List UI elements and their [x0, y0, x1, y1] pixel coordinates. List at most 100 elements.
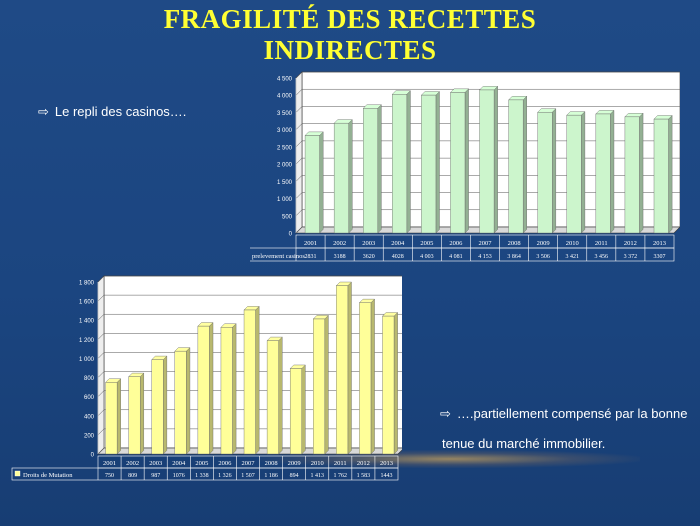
- bar: [151, 355, 168, 455]
- x-tick-label: 2002: [333, 240, 346, 247]
- x-tick-label: 2013: [653, 240, 666, 247]
- data-label: 3 506: [536, 254, 550, 260]
- bar-front: [266, 340, 279, 455]
- bullet-immobilier-line-2: tenue du marché immobilier.: [442, 436, 606, 451]
- bar-front: [508, 99, 524, 234]
- bar: [653, 115, 673, 234]
- bar: [333, 119, 353, 234]
- bar: [566, 111, 586, 234]
- x-tick-label: 2010: [311, 460, 324, 467]
- bullet-casinos-text: Le repli des casinos….: [54, 104, 187, 119]
- x-tick-label: 2013: [380, 460, 393, 467]
- bar-front: [450, 92, 466, 234]
- bar-front: [392, 94, 408, 234]
- bar-front: [624, 116, 640, 234]
- bar-side: [552, 108, 557, 234]
- table-value-row: [250, 247, 675, 262]
- x-tick-label: 2003: [362, 240, 375, 247]
- bar-front: [363, 108, 378, 234]
- y-tick-label: 0: [289, 232, 293, 238]
- gridline-side: [97, 371, 105, 378]
- data-label: 4 003: [420, 254, 434, 260]
- y-tick-label: 3 000: [277, 128, 293, 134]
- bar-side: [348, 119, 353, 234]
- y-tick-label: 1 000: [79, 357, 95, 363]
- bullet-casinos: ⇨ Le repli des casinos….: [38, 100, 186, 124]
- data-label: 3 456: [595, 254, 609, 260]
- bar: [362, 104, 382, 234]
- bar: [105, 378, 122, 455]
- bar-front: [197, 325, 210, 455]
- bar: [358, 298, 376, 455]
- gridline-side: [97, 428, 105, 436]
- bar: [312, 314, 329, 455]
- plot-side-wall: [295, 71, 303, 234]
- legend-label: Droits de Mutation: [23, 472, 73, 479]
- gridline-side: [295, 226, 303, 234]
- data-label: 809: [128, 473, 137, 479]
- y-tick-label: 3 500: [277, 111, 293, 117]
- x-tick-label: 2001: [304, 240, 317, 247]
- bar: [508, 95, 528, 234]
- bar-side: [319, 131, 324, 234]
- y-tick-label: 800: [84, 376, 95, 382]
- data-label: 1 413: [310, 473, 324, 479]
- arrow-right-icon: ⇨: [440, 406, 451, 421]
- gridline-side: [295, 89, 303, 96]
- data-label: 1443: [380, 473, 392, 479]
- bar-side: [370, 298, 375, 455]
- bar-front: [128, 376, 141, 455]
- y-tick-label: 4 000: [277, 94, 293, 100]
- bar: [243, 305, 260, 455]
- y-tick-label: 1 200: [79, 338, 95, 344]
- gridline-side: [295, 71, 303, 79]
- bar: [624, 112, 644, 234]
- bar: [449, 88, 470, 234]
- bar-side: [278, 336, 283, 455]
- gridline-side: [97, 409, 105, 416]
- bar-side: [522, 95, 527, 234]
- y-tick-label: 1 400: [79, 319, 95, 325]
- y-tick-label: 0: [91, 453, 95, 459]
- data-label: 1 326: [218, 473, 232, 479]
- bar-side: [668, 115, 673, 234]
- y-tick-label: 1 600: [79, 300, 95, 306]
- x-tick-label: 2011: [334, 460, 347, 467]
- y-tick-label: 600: [84, 395, 95, 401]
- bar-front: [653, 118, 669, 234]
- plot-side-wall: [97, 275, 105, 455]
- x-tick-label: 2006: [218, 460, 232, 467]
- y-tick-label: 1 800: [79, 281, 95, 287]
- bar: [479, 85, 499, 234]
- chart-mutation: 0 200 400 600 800 1 000 1 200 1 400 1 600 1 800 20…: [11, 275, 402, 481]
- x-tick-label: 2001: [103, 460, 116, 467]
- bar-front: [537, 112, 553, 234]
- bar-side: [324, 314, 329, 455]
- data-label: 1 186: [264, 473, 278, 479]
- data-label: 3 864: [507, 254, 520, 260]
- y-tick-label: 2 500: [277, 145, 293, 151]
- x-tick-label: 2005: [420, 240, 433, 247]
- gridline-side: [295, 192, 303, 199]
- gridline-side: [97, 294, 105, 302]
- x-tick-label: 2007: [479, 240, 493, 247]
- x-tick-label: 2010: [566, 240, 579, 247]
- y-tick-label: 400: [84, 414, 95, 420]
- bar-side: [139, 372, 144, 455]
- y-tick-label: 1 000: [277, 197, 293, 203]
- data-label: 3307: [653, 254, 665, 260]
- title-line-1: FRAGILITÉ DES RECETTES: [163, 4, 537, 34]
- y-tick-label: 200: [84, 433, 95, 439]
- x-tick-label: 2009: [537, 240, 550, 247]
- bar-front: [289, 368, 302, 455]
- bar-side: [581, 111, 586, 234]
- bar: [420, 91, 440, 234]
- x-tick-label: 2004: [172, 460, 186, 467]
- bar-side: [393, 312, 398, 455]
- bar-front: [359, 302, 372, 455]
- bar-front: [382, 315, 395, 455]
- y-tick-label: 2 000: [277, 163, 293, 169]
- gridline-side: [295, 106, 303, 113]
- data-label: 987: [151, 473, 160, 479]
- data-label: 3 372: [624, 254, 638, 260]
